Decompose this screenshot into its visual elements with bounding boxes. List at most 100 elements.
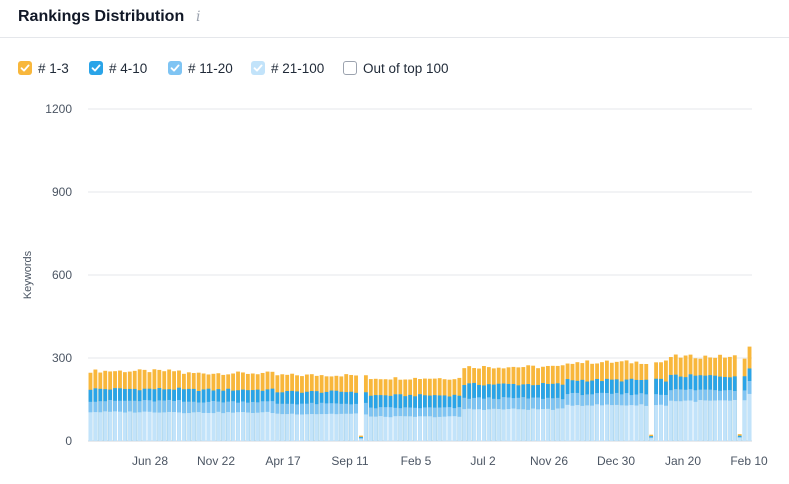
checkbox-unchecked-icon[interactable] (343, 61, 357, 75)
bar--21-100 (408, 416, 413, 441)
legend-label: # 21-100 (271, 61, 325, 76)
bar--21-100 (467, 408, 472, 441)
bar--21-100 (295, 414, 299, 441)
x-tick-label: Jan 20 (665, 454, 701, 468)
legend-label: # 4-10 (109, 61, 148, 76)
bar--21-100 (300, 414, 304, 441)
bar--21-100 (250, 413, 255, 441)
bar--21-100 (88, 412, 93, 441)
bar--21-100 (418, 416, 422, 441)
bar--21-100 (329, 413, 334, 441)
bar--21-100 (403, 416, 408, 441)
bar--21-100 (639, 404, 644, 441)
bar--21-100 (285, 414, 290, 441)
legend-label: # 11-20 (188, 61, 233, 76)
bar--21-100 (324, 414, 329, 441)
bar--21-100 (270, 413, 275, 441)
bar--21-100 (398, 416, 403, 441)
bar--21-100 (216, 411, 221, 441)
bar--21-100 (718, 400, 722, 441)
bar--21-100 (359, 438, 363, 441)
bar--21-100 (560, 408, 565, 441)
bar--21-100 (447, 416, 452, 441)
bar--21-100 (314, 414, 319, 441)
bar--21-100 (477, 409, 481, 441)
bar--21-100 (113, 411, 117, 441)
bar--21-100 (172, 412, 176, 441)
x-tick-label: Apr 17 (265, 454, 301, 468)
bar--21-100 (98, 412, 103, 441)
bar--21-100 (354, 413, 358, 441)
bar--21-100 (304, 414, 309, 441)
bar--21-100 (550, 409, 555, 441)
bar--21-100 (545, 408, 550, 441)
x-tick-label: Feb 5 (401, 454, 432, 468)
chart-title: Rankings Distribution (18, 8, 185, 25)
bar--21-100 (437, 416, 442, 441)
bar--21-100 (565, 404, 570, 441)
bar--21-100 (732, 399, 737, 441)
bar--21-100 (486, 409, 491, 441)
bar--21-100 (491, 408, 496, 441)
bar--21-100 (147, 411, 152, 441)
bar--21-100 (536, 409, 540, 441)
bar--21-100 (334, 414, 339, 441)
chart-header: Rankings Distribution i (0, 0, 789, 38)
bar--21-100 (747, 393, 752, 441)
bar--21-100 (742, 400, 747, 441)
bar--21-100 (693, 401, 698, 441)
checkbox-checked-icon[interactable] (89, 61, 103, 75)
bar--21-100 (590, 405, 595, 441)
bar--21-100 (349, 413, 354, 441)
x-tick-label: Sep 11 (331, 454, 368, 468)
bar--21-100 (629, 405, 634, 441)
bar--21-100 (275, 413, 280, 441)
bar--21-100 (673, 401, 678, 441)
bar--21-100 (181, 413, 186, 441)
bar--21-100 (177, 412, 181, 441)
y-axis-label: Keywords (22, 250, 34, 299)
bar--21-100 (236, 412, 240, 441)
bar--21-100 (309, 414, 314, 441)
legend-label: # 1-3 (38, 61, 69, 76)
bar--21-100 (585, 405, 590, 441)
bar--21-100 (265, 411, 270, 441)
bar--21-100 (668, 400, 673, 441)
bar--21-100 (260, 412, 265, 441)
bar--21-100 (708, 400, 713, 441)
bar--21-100 (118, 411, 122, 441)
bar--21-100 (496, 409, 501, 441)
bar--21-100 (245, 412, 250, 441)
bar--21-100 (609, 405, 614, 441)
checkbox-checked-icon[interactable] (251, 61, 265, 75)
bar--21-100 (201, 412, 206, 441)
x-tick-label: Nov 22 (197, 454, 235, 468)
bar--21-100 (521, 409, 526, 441)
bar--21-100 (462, 409, 467, 441)
checkbox-checked-icon[interactable] (168, 61, 182, 75)
bar--21-100 (604, 404, 609, 441)
bar--21-100 (127, 411, 132, 441)
bar--21-100 (457, 416, 462, 441)
bar--21-100 (93, 412, 98, 441)
bar--21-100 (698, 400, 703, 441)
bar--21-100 (339, 413, 344, 441)
bar--21-100 (654, 405, 659, 441)
info-icon[interactable]: i (196, 9, 201, 25)
y-tick-label: 600 (52, 268, 72, 282)
bar--21-100 (580, 405, 585, 441)
bar--21-100 (132, 412, 137, 441)
bar--21-100 (511, 408, 516, 441)
legend-label: Out of top 100 (363, 61, 449, 76)
bar--21-100 (713, 400, 718, 441)
bar--21-100 (363, 414, 368, 441)
bar--21-100 (442, 416, 447, 441)
bar--21-100 (482, 409, 486, 441)
y-tick-label: 300 (52, 351, 72, 365)
bar--21-100 (103, 411, 108, 441)
bar--21-100 (506, 409, 511, 441)
bar--21-100 (659, 404, 663, 441)
bar--21-100 (624, 405, 629, 441)
checkbox-checked-icon[interactable] (18, 61, 32, 75)
